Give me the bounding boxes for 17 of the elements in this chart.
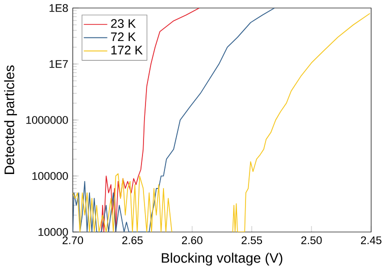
y-tick-label: 1000000 <box>26 116 68 124</box>
legend-label: 23 K <box>111 19 136 28</box>
x-tick-label: 2.60 <box>182 236 202 244</box>
x-tick-label: 2.65 <box>122 236 143 244</box>
x-tick-label: 2.70 <box>62 236 84 244</box>
legend-label: 172 K <box>111 46 143 54</box>
x-tick-label: 2.45 <box>360 236 382 244</box>
y-axis-title: Detected particles <box>4 66 17 174</box>
legend-label: 72 K <box>111 32 136 42</box>
y-tick-label: 100000 <box>32 172 68 180</box>
y-tick-label: 1E8 <box>50 4 68 12</box>
y-tick-label: 1E7 <box>50 60 68 68</box>
line-series <box>101 8 200 232</box>
y-tick-label: 10000 <box>38 228 68 236</box>
x-tick-label: 2.50 <box>301 236 322 244</box>
x-axis-title: Blocking voltage (V) <box>162 252 282 266</box>
x-tick-label: 2.55 <box>242 236 262 244</box>
